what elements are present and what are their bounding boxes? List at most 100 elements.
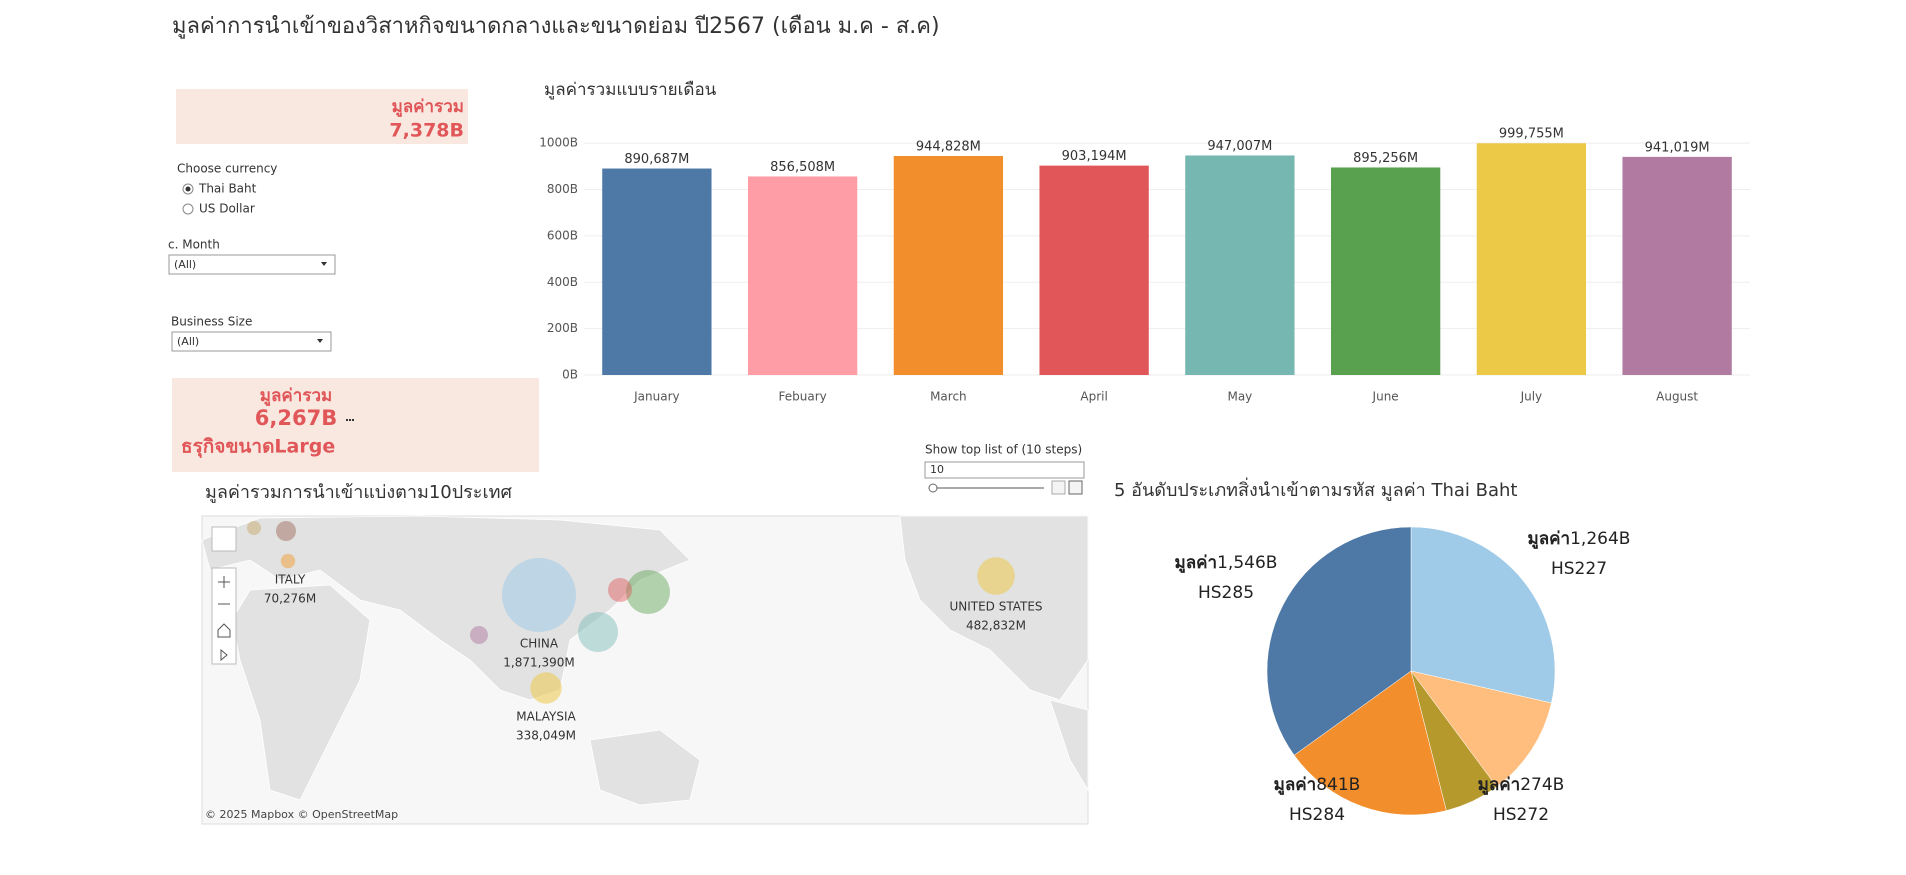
x-tick-label: April bbox=[1080, 390, 1107, 404]
radio-group: Thai Baht US Dollar bbox=[182, 182, 257, 216]
value-label: 895,256M bbox=[1353, 151, 1418, 166]
bar bbox=[747, 176, 858, 375]
map-bubble-unlabelled bbox=[276, 521, 296, 541]
value-label: 944,828M bbox=[916, 139, 981, 154]
value-label: 890,687M bbox=[624, 152, 689, 167]
chart-title: 5 อันดับประเภทสิ่งนำเข้าตามรหัส มูลค่า T… bbox=[1114, 477, 1517, 501]
country-value: 482,832M bbox=[966, 619, 1026, 633]
bar bbox=[1330, 167, 1441, 375]
map-control-icons bbox=[217, 576, 231, 662]
dropdown-arrow bbox=[317, 339, 323, 343]
country-label: UNITED STATES bbox=[949, 600, 1042, 614]
x-tick-label: May bbox=[1227, 390, 1252, 404]
dropdown[interactable] bbox=[171, 331, 332, 352]
slice-value-label: มูลค่า1,264B bbox=[1528, 529, 1631, 550]
map-bubble-unlabelled bbox=[578, 612, 618, 652]
land bbox=[231, 584, 371, 801]
country-value: 70,276M bbox=[264, 592, 316, 606]
map-bubble bbox=[530, 672, 562, 704]
y-tick-label: 600B bbox=[547, 228, 578, 242]
land bbox=[1049, 699, 1089, 792]
slice-value-label: มูลค่า274B bbox=[1478, 775, 1565, 796]
value-number: 1,546B bbox=[1217, 553, 1277, 573]
pie-slice bbox=[1410, 526, 1556, 704]
text-input[interactable] bbox=[924, 461, 1085, 479]
dropdown[interactable] bbox=[168, 254, 336, 275]
pie-slice bbox=[1293, 670, 1447, 816]
slice-category-label: HS272 bbox=[1493, 805, 1549, 825]
bar bbox=[1185, 155, 1295, 375]
kpi-box bbox=[172, 378, 539, 472]
radio-label: Thai Baht bbox=[198, 182, 257, 196]
map-land bbox=[201, 515, 1089, 806]
y-tick-label: 800B bbox=[547, 182, 578, 196]
input-value: 10 bbox=[930, 463, 944, 476]
value-label: 999,755M bbox=[1499, 127, 1564, 142]
filter-label: Business Size bbox=[171, 315, 252, 329]
x-tick-label: January bbox=[633, 390, 680, 404]
x-tick-label: June bbox=[1372, 390, 1399, 404]
land bbox=[589, 729, 701, 806]
map-bubble bbox=[977, 557, 1015, 595]
map-bubble-unlabelled bbox=[247, 521, 261, 535]
radio-dot bbox=[185, 186, 191, 192]
value-label: 903,194M bbox=[1062, 149, 1127, 164]
slice-value-label: มูลค่า841B bbox=[1274, 775, 1361, 796]
value-prefix: มูลค่า bbox=[1528, 529, 1571, 550]
country-label: CHINA bbox=[520, 637, 559, 651]
value-number: 841B bbox=[1316, 775, 1360, 795]
value-prefix: มูลค่า bbox=[1478, 775, 1521, 796]
slice-category-label: HS227 bbox=[1551, 559, 1607, 579]
pie-slice bbox=[1266, 526, 1412, 756]
country-label: MALAYSIA bbox=[516, 710, 576, 724]
value-prefix: มูลค่า bbox=[1175, 553, 1218, 574]
x-tick-label: July bbox=[1520, 390, 1543, 404]
kpi-value: 7,378B bbox=[389, 120, 464, 142]
map-bubble bbox=[280, 553, 296, 569]
slice-category-label: HS285 bbox=[1198, 583, 1254, 603]
dropdown-value: (All) bbox=[177, 335, 199, 348]
y-tick-label: 0B bbox=[562, 368, 578, 382]
value-label: 856,508M bbox=[770, 160, 835, 175]
radio-button[interactable] bbox=[182, 203, 194, 215]
kpi-label: มูลค่ารวม bbox=[260, 386, 332, 407]
kpi-value: 6,267B bbox=[255, 406, 337, 430]
map-search[interactable] bbox=[211, 526, 237, 552]
value-number: 274B bbox=[1520, 775, 1564, 795]
y-tick-label: 1000B bbox=[539, 136, 578, 150]
land bbox=[201, 515, 691, 701]
bar bbox=[602, 168, 712, 375]
radio-label: US Dollar bbox=[199, 202, 255, 216]
value-label: 947,007M bbox=[1207, 139, 1272, 154]
value-number: 1,264B bbox=[1570, 529, 1630, 549]
kpi-caption: ธรุกิจขนาดLarge bbox=[181, 436, 335, 459]
map-controls bbox=[211, 526, 237, 665]
control-label: Show top list of (10 steps) bbox=[925, 443, 1082, 457]
map-bubble bbox=[502, 558, 576, 632]
value-label: 941,019M bbox=[1645, 140, 1710, 155]
y-tick-label: 200B bbox=[547, 321, 578, 335]
country-value: 1,871,390M bbox=[503, 656, 574, 670]
x-tick-label: Febuary bbox=[779, 390, 827, 404]
map-bubble-unlabelled bbox=[608, 578, 632, 602]
step-back[interactable] bbox=[1051, 480, 1066, 495]
pie-slice bbox=[1410, 670, 1552, 788]
bar bbox=[1622, 156, 1732, 375]
y-tick-label: 400B bbox=[547, 275, 578, 289]
map-bubble-unlabelled bbox=[470, 626, 488, 644]
value-prefix: มูลค่า bbox=[1274, 775, 1317, 796]
step-forward[interactable] bbox=[1068, 480, 1083, 495]
kpi-label: มูลค่ารวม bbox=[392, 97, 464, 118]
map-bubble-unlabelled bbox=[626, 570, 670, 614]
x-tick-label: August bbox=[1656, 390, 1698, 404]
filter-label: c. Month bbox=[168, 238, 220, 252]
country-value: 338,049M bbox=[516, 729, 576, 743]
slider-thumb[interactable] bbox=[928, 483, 938, 493]
land bbox=[899, 515, 1089, 701]
chart-title: มูลค่ารวมการนำเข้าแบ่งตาม10ประเทศ bbox=[205, 482, 512, 503]
slice-category-label: HS284 bbox=[1289, 805, 1345, 825]
slice-value-label: มูลค่า1,546B bbox=[1175, 553, 1278, 574]
bar bbox=[1476, 143, 1587, 375]
